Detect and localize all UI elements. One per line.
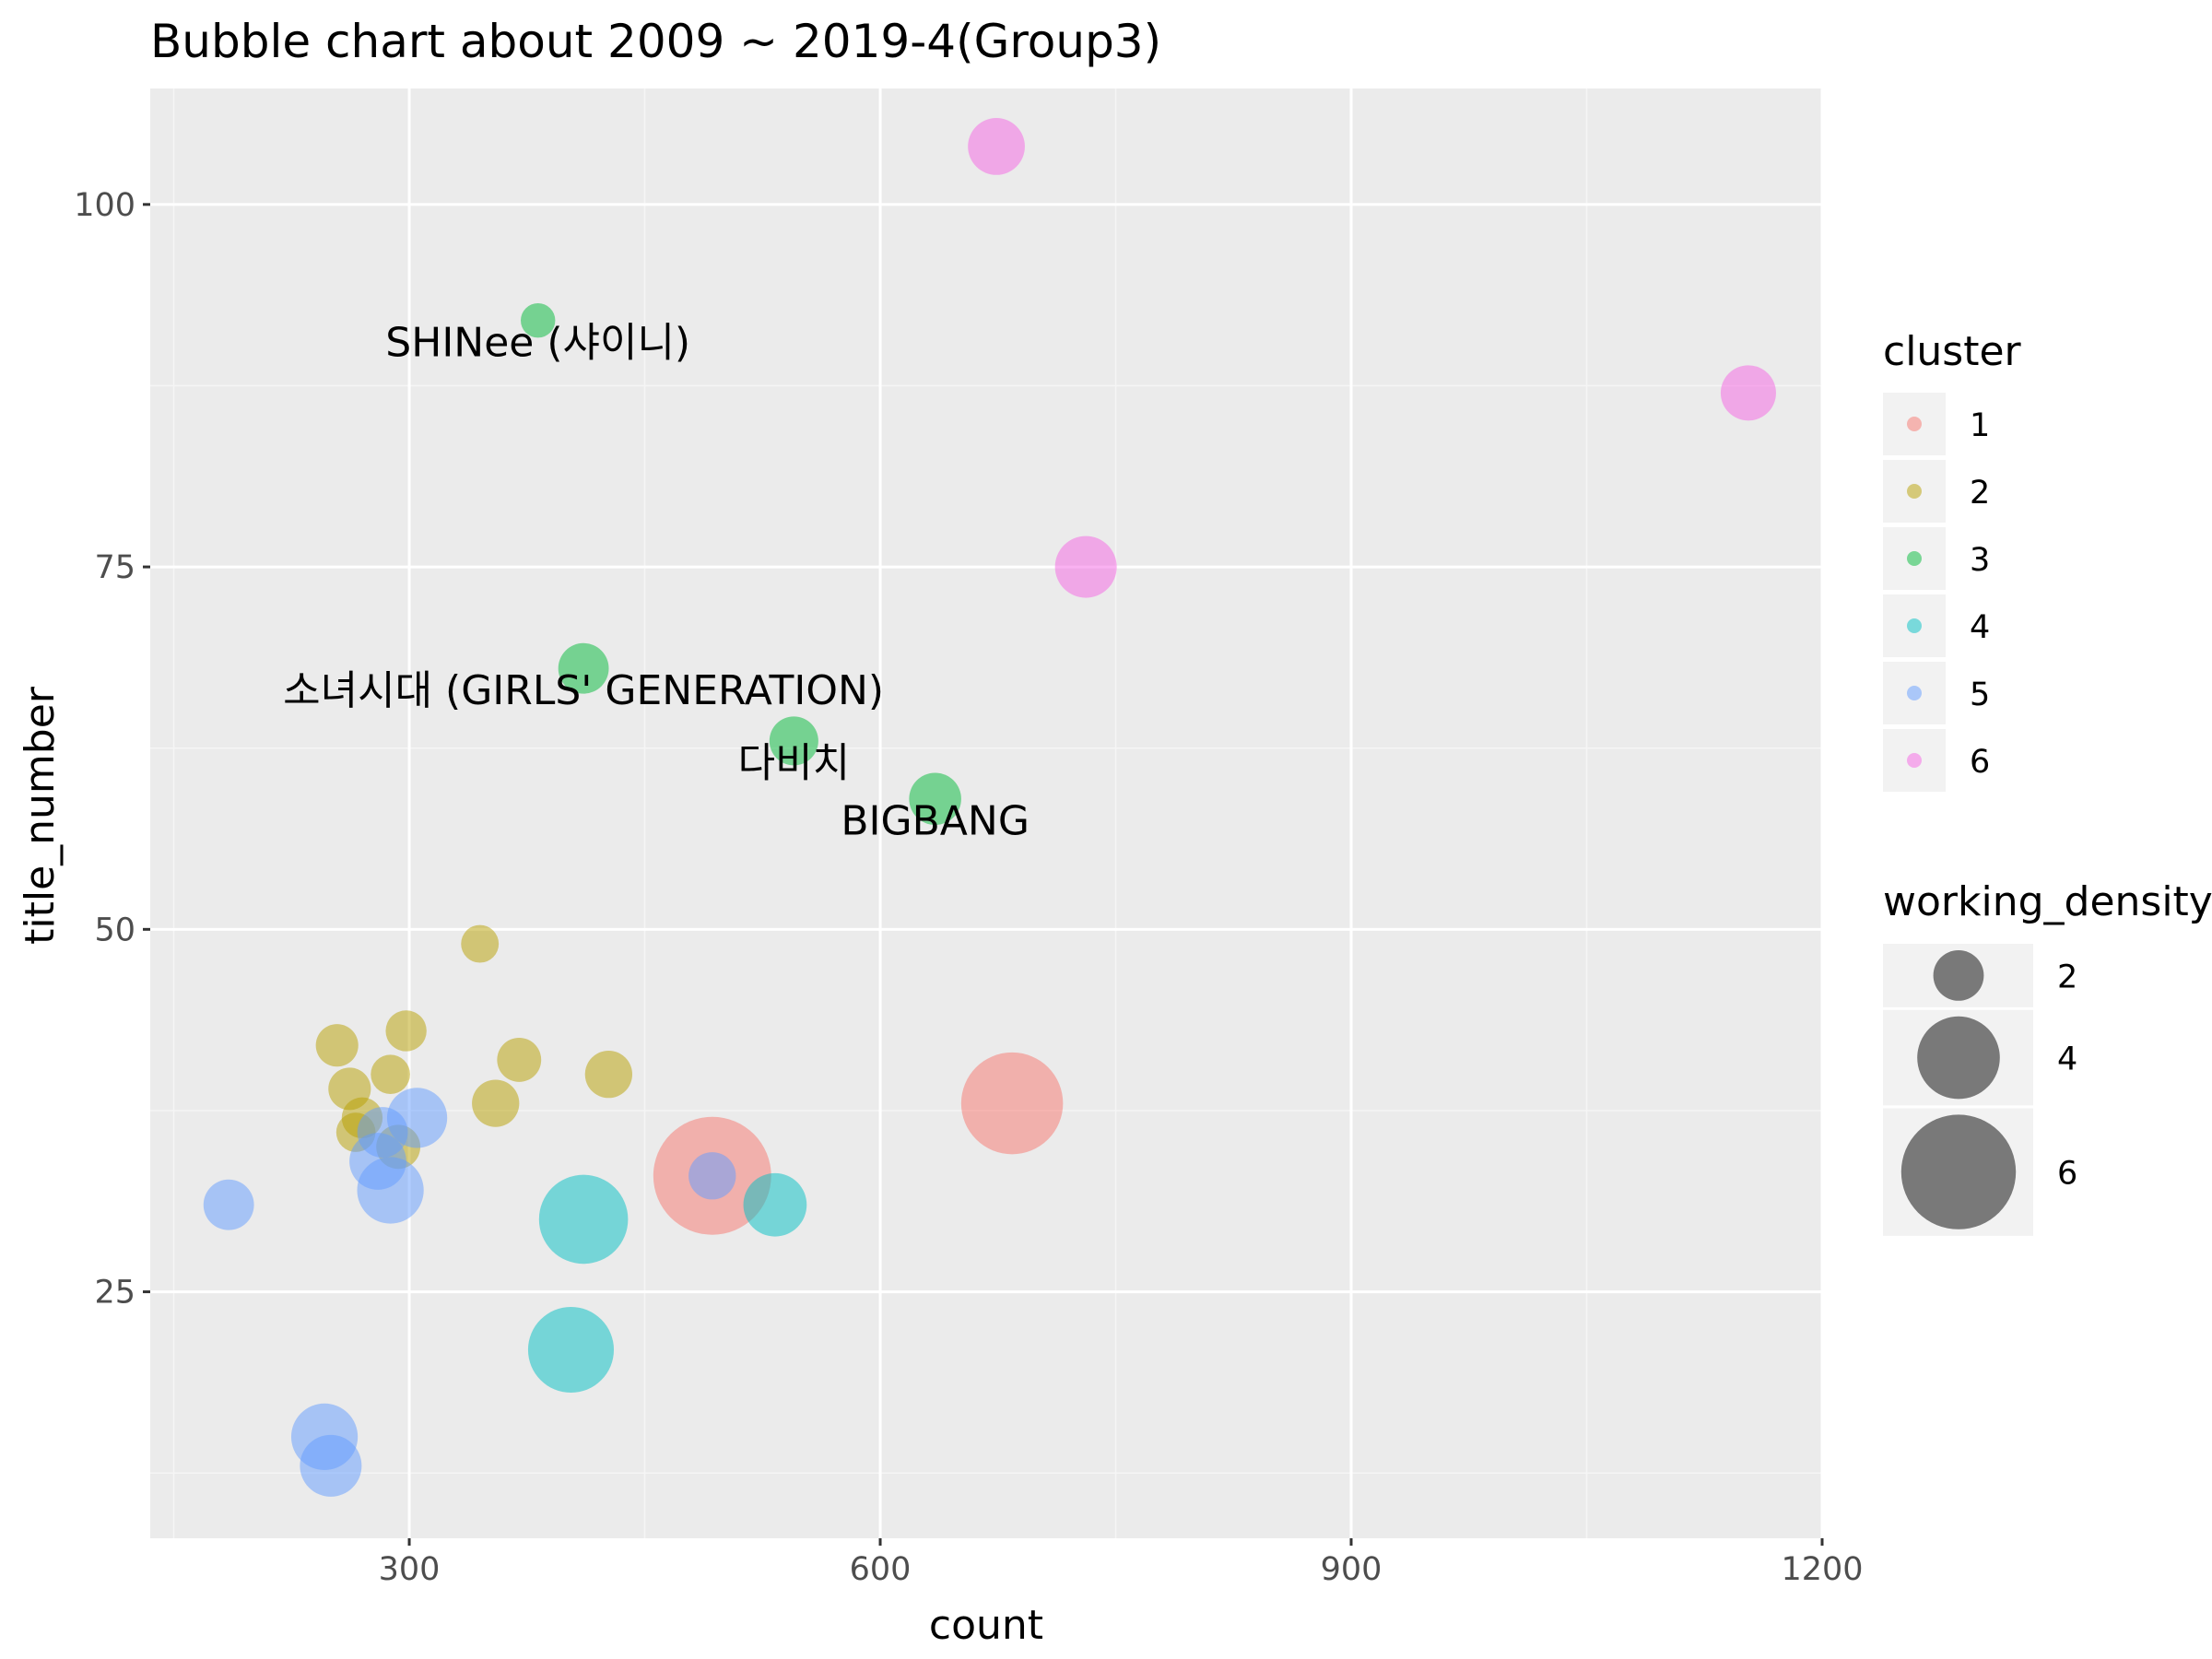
size-legend-label: 6 — [2057, 1156, 2077, 1193]
bubble-point — [538, 1174, 629, 1265]
cluster-legend-label: 5 — [1970, 677, 1990, 713]
size-legend-bubble — [1917, 1016, 2000, 1100]
bubble-point — [371, 1054, 410, 1094]
size-legend-label: 4 — [2057, 1041, 2077, 1078]
y-axis: 25 50 75 100 — [74, 187, 150, 1312]
cluster-legend-dot — [1907, 753, 1922, 768]
plot-panel — [150, 88, 1822, 1538]
bubble-point — [472, 1079, 520, 1127]
x-tick-label: 600 — [850, 1551, 912, 1588]
annotation-label: BIGBANG — [841, 797, 1030, 844]
x-tick-label: 1200 — [1781, 1551, 1863, 1588]
bubble-point — [769, 716, 818, 766]
bubble-point — [461, 924, 500, 963]
bubble-point — [688, 1152, 736, 1200]
bubble-point — [300, 1434, 362, 1497]
bubble-point — [743, 1172, 807, 1237]
annotation-label: 소녀시대 (GIRLS' GENERATION) — [283, 667, 884, 714]
bubble-point — [1720, 365, 1776, 421]
cluster-legend-dot — [1907, 484, 1922, 499]
size-legend-bubble — [1900, 1114, 2017, 1230]
cluster-legend-label: 1 — [1970, 407, 1990, 444]
bubble-point — [357, 1157, 424, 1224]
chart-title: Bubble chart about 2009 ~ 2019-4(Group3) — [150, 15, 1161, 68]
y-axis-title: title_number — [17, 686, 64, 945]
cluster-legend-title: cluster — [1883, 328, 2022, 375]
bubble-point — [584, 1050, 633, 1099]
cluster-legend-dot — [1907, 686, 1922, 700]
bubble-point — [558, 642, 609, 694]
y-tick-label: 50 — [94, 912, 135, 948]
x-tick-label: 900 — [1321, 1551, 1382, 1588]
bubble-point — [968, 118, 1025, 175]
cluster-legend-dot — [1907, 551, 1922, 566]
bubble-point — [960, 1052, 1064, 1155]
size-legend-title: working_density — [1883, 878, 2212, 925]
bubble-point — [315, 1024, 359, 1067]
bubble-points — [203, 118, 1776, 1497]
cluster-legend-label: 6 — [1970, 744, 1990, 781]
size-legend: working_density 2 4 6 — [1883, 878, 2212, 1236]
cluster-legend-label: 3 — [1970, 542, 1990, 579]
cluster-legend-dot — [1907, 618, 1922, 633]
major-gridlines — [150, 88, 1824, 1538]
y-tick-label: 100 — [74, 187, 135, 224]
y-tick-label: 25 — [94, 1275, 135, 1312]
cluster-legend-dot — [1907, 417, 1922, 431]
size-legend-bubble — [1933, 950, 1984, 1001]
annotation-label: SHINee (샤이니) — [385, 319, 690, 366]
cluster-legend-label: 2 — [1970, 475, 1990, 512]
y-tick-label: 75 — [94, 549, 135, 586]
bubble-point — [1054, 535, 1117, 598]
cluster-legend-label: 4 — [1970, 609, 1990, 646]
bubble-point — [527, 1306, 615, 1394]
x-tick-label: 300 — [379, 1551, 441, 1588]
bubble-point — [203, 1179, 254, 1230]
x-axis: 300 600 900 1200 — [379, 1538, 1864, 1588]
bubble-point — [386, 1088, 448, 1148]
bubble-point — [385, 1010, 427, 1052]
cluster-legend: cluster 1 2 3 4 5 6 — [1883, 328, 2022, 792]
bubble-point — [497, 1037, 542, 1082]
size-legend-label: 2 — [2057, 959, 2077, 995]
x-axis-title: count — [929, 1602, 1043, 1649]
point-annotations: SHINee (샤이니) 소녀시대 (GIRLS' GENERATION) 다비치 B… — [283, 319, 1030, 844]
annotation-label: 다비치 — [738, 739, 850, 786]
bubble-point — [521, 302, 556, 338]
bubble-point — [909, 772, 961, 826]
